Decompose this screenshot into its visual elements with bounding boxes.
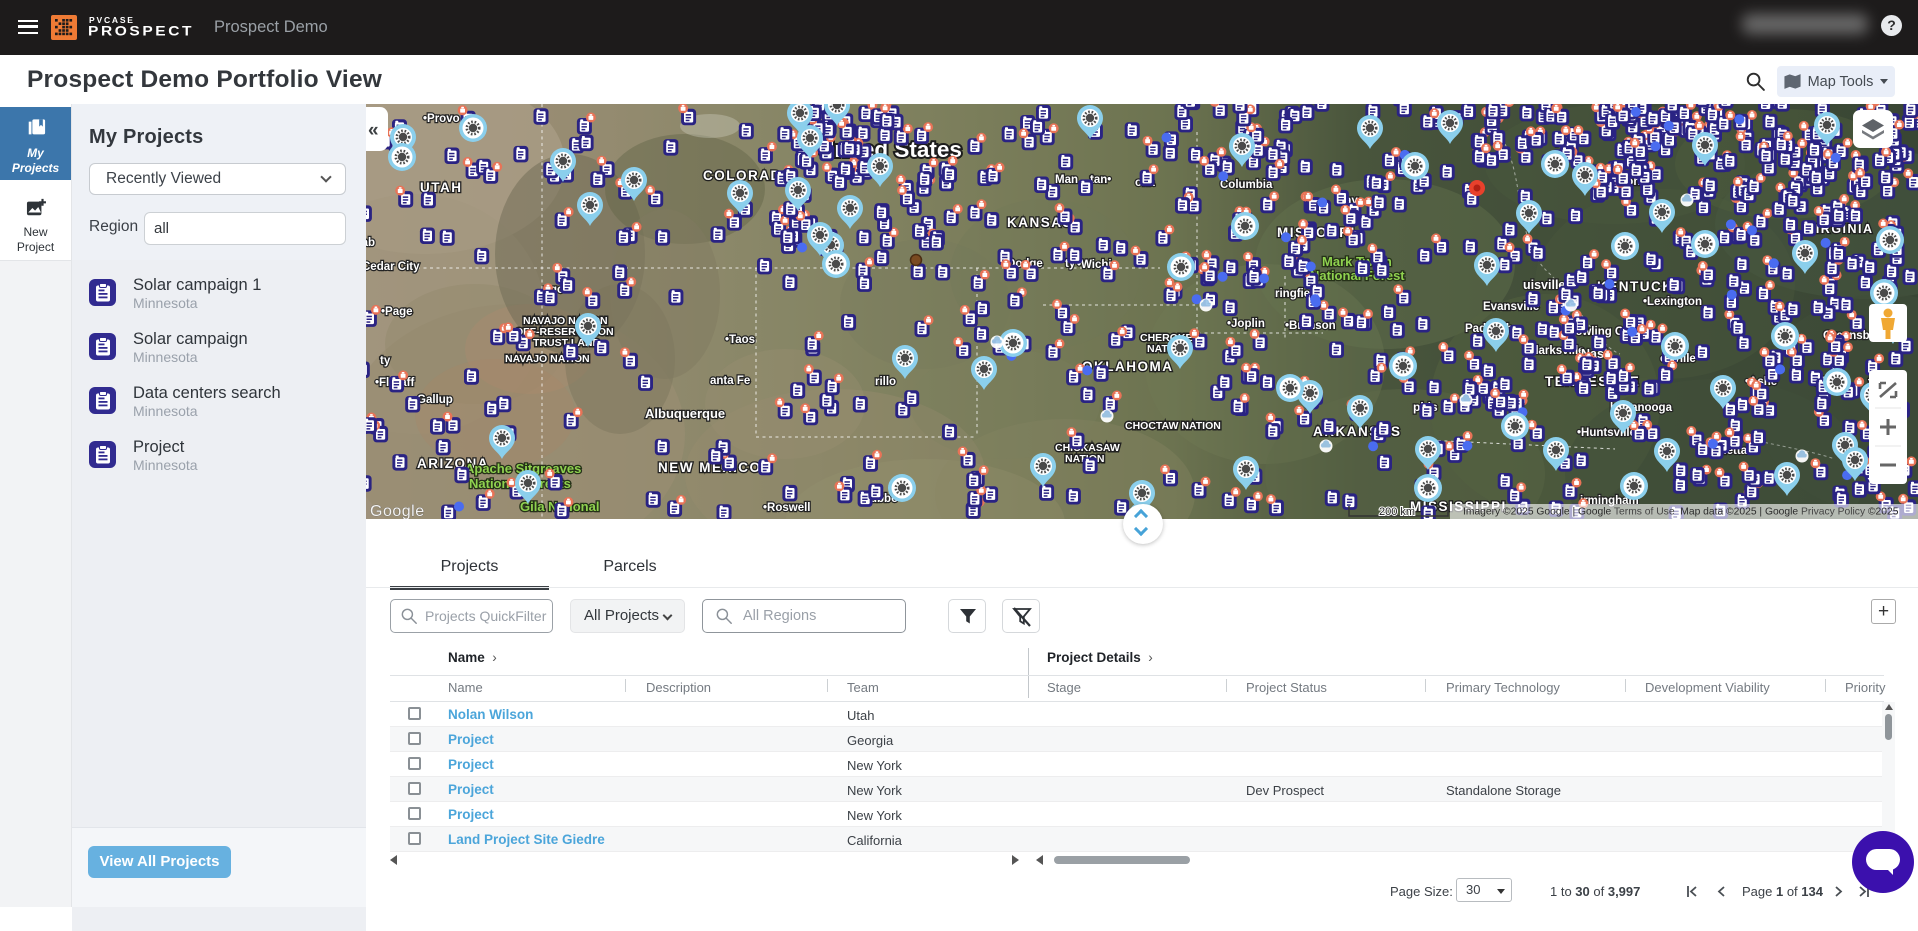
svg-text:KENTUCKY: KENTUCKY (1597, 279, 1684, 294)
svg-text:•Joplin: •Joplin (1227, 318, 1265, 330)
svg-text:ARIZONA: ARIZONA (417, 456, 489, 471)
svg-text:KANSAS: KANSAS (1007, 215, 1073, 230)
svg-text:tan•: tan• (1090, 174, 1111, 186)
svg-text:•Gallup: •Gallup (413, 394, 453, 406)
svg-text:•Lexington: •Lexington (1643, 296, 1702, 308)
svg-text:Albuquerque: Albuquerque (645, 406, 725, 421)
svg-text:«: « (368, 120, 379, 141)
svg-text:anta Fe: anta Fe (710, 375, 750, 387)
svg-text:•Taos: •Taos (725, 334, 755, 346)
svg-text:Man: Man (1055, 174, 1078, 186)
svg-text:COLORADO: COLORADO (703, 168, 794, 183)
svg-text:Cedar City: Cedar City (365, 261, 420, 273)
svg-text:rillo: rillo (875, 376, 896, 388)
svg-text:ty: ty (380, 355, 391, 367)
svg-text:Moab: Moab (365, 237, 375, 249)
svg-text:•Provo: •Provo (423, 113, 460, 125)
svg-text:•Huntsville: •Huntsville (1577, 427, 1636, 439)
svg-text:•Fl: •Fl (375, 377, 389, 389)
svg-text:•Roswell: •Roswell (763, 502, 810, 514)
svg-text:Columbia: Columbia (1220, 179, 1273, 191)
svg-text:uisville•: uisville• (1523, 278, 1570, 292)
svg-text:Google: Google (370, 503, 425, 519)
svg-text:Imagery ©2025 Google | Google: Imagery ©2025 Google | Google Terms of U… (1463, 507, 1899, 518)
svg-text:200 km: 200 km (1379, 506, 1415, 518)
svg-text:CHOCTAW NATION: CHOCTAW NATION (1125, 420, 1221, 432)
svg-text:•Page: •Page (381, 306, 413, 318)
